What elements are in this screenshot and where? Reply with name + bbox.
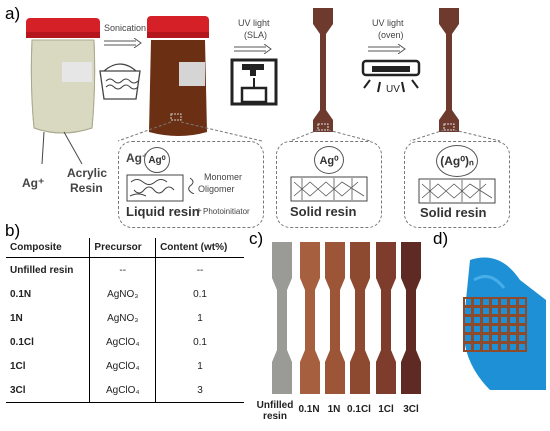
cured-strip-2 [439, 8, 459, 132]
solid-ag0n-circle: (Ag⁰)ₙ [436, 145, 478, 177]
acrylic-label: Acrylic [67, 166, 108, 180]
solid-network-2 [418, 178, 496, 204]
cell-content: -- [196, 264, 204, 276]
sample-strip [350, 242, 370, 394]
sample-label-4: 1Cl [378, 404, 394, 415]
solid-ag0: Ag⁰ [319, 154, 339, 167]
table-row: 1N AgNO₃ 1 [6, 306, 244, 330]
liquid-ag0: Ag⁰ [148, 154, 166, 166]
resin-label: Resin [70, 181, 103, 195]
milky-resin-jar [26, 18, 100, 134]
solid-resin-title-2: Solid resin [420, 205, 487, 220]
solid-ag0-circle: Ag⁰ [314, 146, 344, 174]
samples-photo [272, 242, 421, 394]
col-precursor: Precursor [89, 238, 157, 258]
solid-network-1 [290, 176, 368, 202]
uv-sla-label-2: (SLA) [244, 30, 268, 40]
sample-label-1: 0.1N [298, 404, 320, 415]
table-header-row: Composite Precursor Content (wt%) [6, 238, 244, 258]
liquid-ag0-circle: Ag⁰ [144, 147, 170, 173]
sample-strip [272, 242, 292, 394]
table-row: 1Cl AgClO₄ 1 [6, 354, 244, 378]
cell-composite: 0.1Cl [6, 330, 91, 354]
oven-arrow [368, 44, 406, 54]
cell-content: 0.1 [193, 336, 207, 348]
sonication-label: Sonication [104, 23, 147, 33]
cell-content: 0.1 [193, 288, 207, 300]
printed-strip-1 [313, 8, 333, 132]
cell-composite: 3Cl [6, 378, 91, 403]
zoom-connectors [117, 121, 501, 142]
uv-oven-label-2: (oven) [378, 30, 404, 40]
sla-arrow [234, 44, 272, 54]
cell-precursor: AgClO₄ [89, 354, 157, 378]
monomer-label: Monomer [204, 172, 243, 182]
squiggle-icon [188, 177, 195, 194]
panel-label-c: c) [249, 229, 264, 248]
cell-composite: 1Cl [6, 354, 91, 378]
solid-ag0n: (Ag⁰)ₙ [440, 154, 474, 168]
cell-content: 1 [197, 312, 203, 324]
pointer-lines [41, 131, 83, 165]
sample-label-2: 1N [327, 404, 341, 415]
uv-lamp-text: UV [386, 84, 400, 95]
col-composite: Composite [6, 238, 91, 258]
brown-resin-jar [147, 16, 209, 136]
col-content: Content (wt%) [155, 238, 244, 258]
uv-lamp-icon [361, 59, 421, 93]
solid-resin-title-1: Solid resin [290, 204, 357, 219]
lattice-cell [517, 342, 527, 352]
plus-icon: + [196, 206, 202, 217]
cell-precursor: AgClO₄ [89, 378, 157, 403]
cell-precursor: AgClO₄ [89, 330, 157, 354]
liquid-polymer-box [126, 174, 184, 202]
oligomer-label: Oligomer [198, 184, 235, 194]
photoinitiator-label: Photoinitiator [203, 207, 250, 216]
cell-precursor: -- [89, 257, 157, 282]
uv-oven-label-1: UV light [372, 18, 404, 28]
sonicator-icon [99, 63, 141, 100]
liquid-ag-plus: Ag⁺ [126, 151, 149, 165]
cell-composite: 0.1N [6, 282, 91, 306]
sample-strip [300, 242, 320, 394]
panel-label-d: d) [433, 229, 449, 248]
sample-label-3: 0.1Cl [347, 404, 371, 415]
cell-composite: Unfilled resin [6, 257, 91, 282]
cell-content: 1 [197, 360, 203, 372]
panel-label-b: b) [5, 221, 21, 240]
cell-precursor: AgNO₃ [89, 282, 157, 306]
table-row: 0.1N AgNO₃ 0.1 [6, 282, 244, 306]
sample-strip [325, 242, 345, 394]
cell-composite: 1N [6, 306, 91, 330]
sla-printer-icon [230, 58, 278, 106]
cell-content: 3 [155, 378, 244, 403]
cell-precursor: AgNO₃ [89, 306, 157, 330]
composite-table: Composite Precursor Content (wt%) Unfill… [6, 238, 244, 403]
lattice-photo [450, 240, 546, 390]
table-row: Unfilled resin -- -- [6, 257, 244, 282]
table-row: 0.1Cl AgClO₄ 0.1 [6, 330, 244, 354]
sonication-arrow [104, 38, 142, 48]
table-row: 3Cl AgClO₄ 3 [6, 378, 244, 403]
liquid-resin-title: Liquid resin [126, 204, 200, 219]
sample-strip [376, 242, 396, 394]
panel-label-a: a) [5, 4, 21, 23]
ag-plus-label: Ag⁺ [22, 176, 45, 190]
uv-sla-label-1: UV light [238, 18, 270, 28]
sample-label-5: 3Cl [403, 404, 419, 415]
sample-label-0: Unfilled resin [256, 400, 294, 422]
sample-strip [401, 242, 421, 394]
